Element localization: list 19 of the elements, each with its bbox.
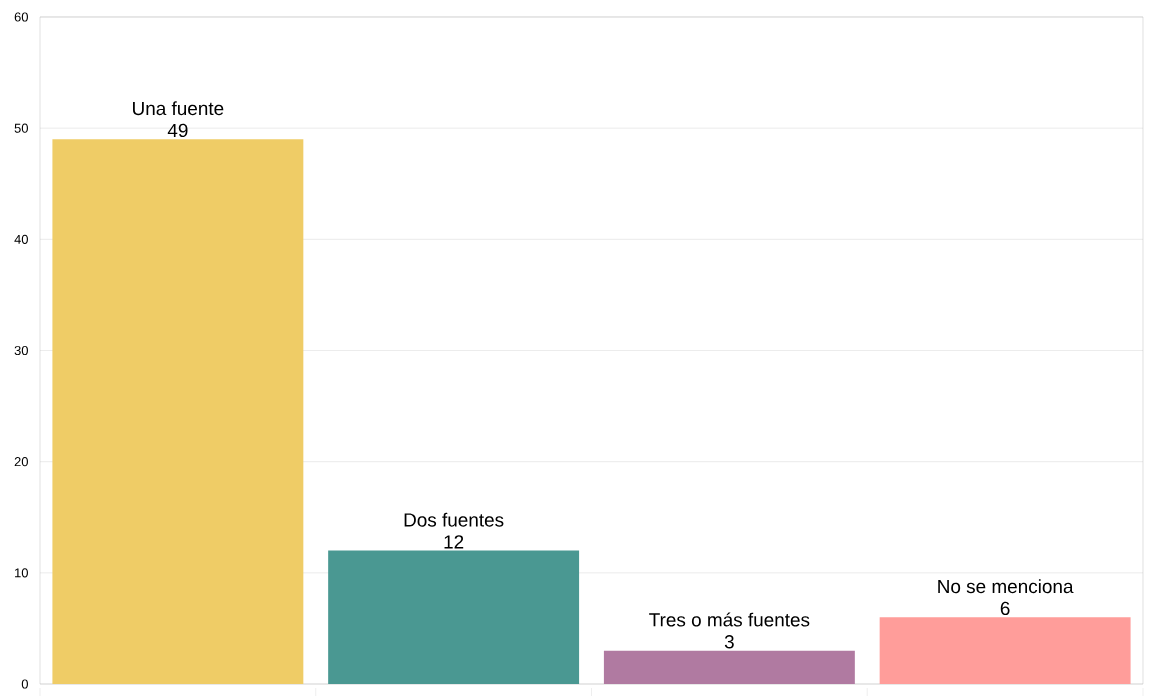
- data-label: 3: [724, 635, 734, 649]
- x-tick-label: No se menciona: [938, 579, 1074, 594]
- bar: [52, 139, 304, 684]
- bar: [879, 617, 1131, 684]
- bar: [603, 650, 855, 684]
- x-tick-label: Dos fuentes: [404, 512, 504, 527]
- y-tick-label: 40: [14, 234, 28, 244]
- y-tick-label: 10: [15, 568, 28, 578]
- data-label: 12: [444, 535, 464, 549]
- y-tick-label: 60: [14, 12, 28, 22]
- y-tick-label: 20: [14, 457, 28, 467]
- x-tick-label: Una fuente: [133, 101, 224, 116]
- y-tick-label: 0: [21, 679, 28, 689]
- data-label: 49: [167, 123, 188, 138]
- x-tick-label: Tres o más fuentes: [649, 612, 810, 627]
- bar: [328, 550, 580, 684]
- y-tick-label: 50: [14, 123, 28, 133]
- data-label: 6: [1000, 601, 1010, 616]
- y-tick-label: 30: [14, 345, 28, 356]
